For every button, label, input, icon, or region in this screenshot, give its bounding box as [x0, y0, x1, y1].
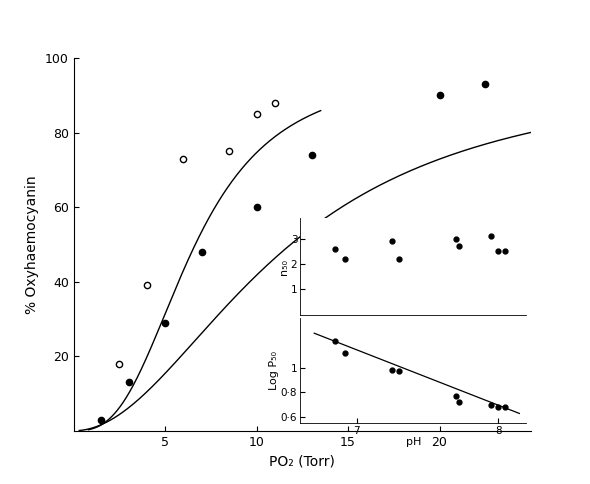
Y-axis label: % Oxyhaemocyanin: % Oxyhaemocyanin	[25, 175, 40, 314]
X-axis label: PO₂ (Torr): PO₂ (Torr)	[270, 454, 335, 468]
